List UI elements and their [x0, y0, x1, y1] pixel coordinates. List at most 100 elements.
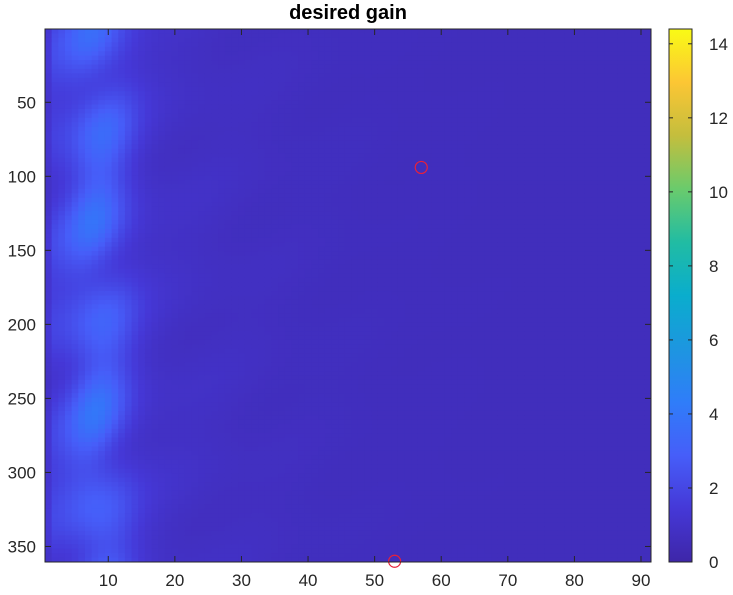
heatmap-cell [164, 557, 173, 562]
heatmap-cell [244, 188, 253, 194]
heatmap-cell [111, 424, 119, 430]
heatmap-cell [218, 371, 226, 377]
heatmap-cell [291, 322, 299, 328]
heatmap-cell [218, 473, 226, 479]
heatmap-cell [258, 60, 266, 66]
heatmap-cell [304, 135, 312, 141]
heatmap-cell [311, 495, 319, 501]
heatmap-cell [144, 148, 153, 154]
heatmap-cell [111, 148, 119, 154]
heatmap-cell [298, 548, 306, 554]
heatmap-cell [171, 242, 179, 248]
heatmap-cell [231, 273, 239, 279]
heatmap-cell [51, 371, 59, 377]
heatmap-cell [304, 197, 312, 203]
heatmap-cell [211, 295, 219, 301]
heatmap-cell [244, 291, 253, 297]
heatmap-cell [178, 100, 186, 106]
heatmap-cell [171, 215, 179, 221]
heatmap-cell [104, 539, 113, 545]
heatmap-cell [291, 113, 299, 119]
heatmap-cell [138, 371, 146, 377]
heatmap-cell [111, 55, 119, 61]
heatmap-cell [238, 246, 246, 252]
heatmap-cell [64, 442, 73, 448]
heatmap-cell [224, 410, 233, 417]
heatmap-cell [51, 375, 59, 381]
heatmap-cell [104, 202, 113, 208]
heatmap-cell [258, 517, 266, 523]
heatmap-cell [124, 375, 133, 381]
heatmap-cell [211, 180, 219, 186]
heatmap-cell [224, 553, 233, 559]
heatmap-cell [118, 348, 126, 354]
heatmap-cell [58, 402, 66, 408]
heatmap-cell [238, 37, 246, 43]
heatmap-cell [258, 450, 266, 456]
heatmap-cell [251, 82, 259, 88]
heatmap-cell [224, 175, 233, 181]
heatmap-cell [238, 455, 246, 461]
heatmap-cell [111, 184, 119, 190]
heatmap-cell [284, 357, 292, 363]
heatmap-cell [244, 286, 253, 292]
heatmap-cell [271, 211, 279, 217]
heatmap-cell [45, 517, 53, 523]
heatmap-cell [251, 277, 259, 283]
heatmap-cell [271, 393, 279, 399]
heatmap-cell [45, 135, 53, 141]
heatmap-cell [71, 490, 79, 496]
heatmap-cell [271, 348, 279, 354]
heatmap-cell [264, 357, 273, 363]
heatmap-cell [291, 233, 299, 239]
heatmap-cell [318, 171, 326, 177]
heatmap-cell [84, 162, 93, 168]
heatmap-cell [64, 286, 73, 292]
heatmap-cell [98, 264, 106, 270]
heatmap-cell [264, 366, 273, 372]
heatmap-cell [124, 419, 133, 425]
heatmap-cell [264, 553, 273, 559]
heatmap-cell [218, 117, 226, 123]
heatmap-cell [64, 326, 73, 332]
heatmap-cell [104, 313, 113, 319]
heatmap-cell [151, 122, 159, 128]
heatmap-cell [278, 215, 286, 221]
heatmap-cell [191, 188, 199, 194]
heatmap-cell [258, 273, 266, 279]
heatmap-cell [91, 464, 99, 470]
heatmap-cell [284, 375, 292, 381]
heatmap-cell [204, 273, 213, 279]
heatmap-cell [151, 499, 159, 505]
heatmap-cell [284, 29, 292, 35]
heatmap-cell [138, 202, 146, 208]
heatmap-cell [291, 513, 299, 519]
heatmap-cell [238, 424, 246, 430]
heatmap-cell [318, 55, 326, 61]
heatmap-cell [78, 135, 86, 141]
heatmap-cell [251, 64, 259, 70]
heatmap-cell [45, 273, 53, 279]
heatmap-cell [184, 126, 193, 132]
heatmap-cell [278, 144, 286, 150]
heatmap-cell [58, 64, 66, 70]
heatmap-cell [311, 335, 319, 341]
heatmap-cell [211, 415, 219, 421]
heatmap-cell [304, 522, 312, 528]
heatmap-cell [51, 553, 59, 559]
heatmap-cell [64, 299, 73, 305]
heatmap-cell [178, 553, 186, 559]
heatmap-cell [58, 406, 66, 412]
heatmap-cell [71, 344, 79, 350]
heatmap-cell [231, 450, 239, 456]
heatmap-cell [104, 326, 113, 332]
heatmap-cell [318, 273, 326, 279]
heatmap-cell [178, 135, 186, 141]
heatmap-cell [291, 291, 299, 297]
heatmap-cell [171, 277, 179, 283]
heatmap-cell [118, 51, 126, 57]
heatmap-cell [224, 259, 233, 266]
heatmap-cell [144, 433, 153, 439]
heatmap-cell [164, 135, 173, 141]
heatmap-cell [298, 166, 306, 172]
